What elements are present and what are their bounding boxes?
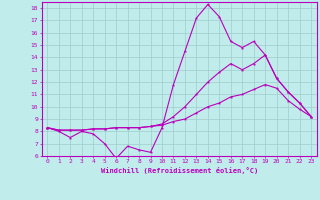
X-axis label: Windchill (Refroidissement éolien,°C): Windchill (Refroidissement éolien,°C) <box>100 167 258 174</box>
